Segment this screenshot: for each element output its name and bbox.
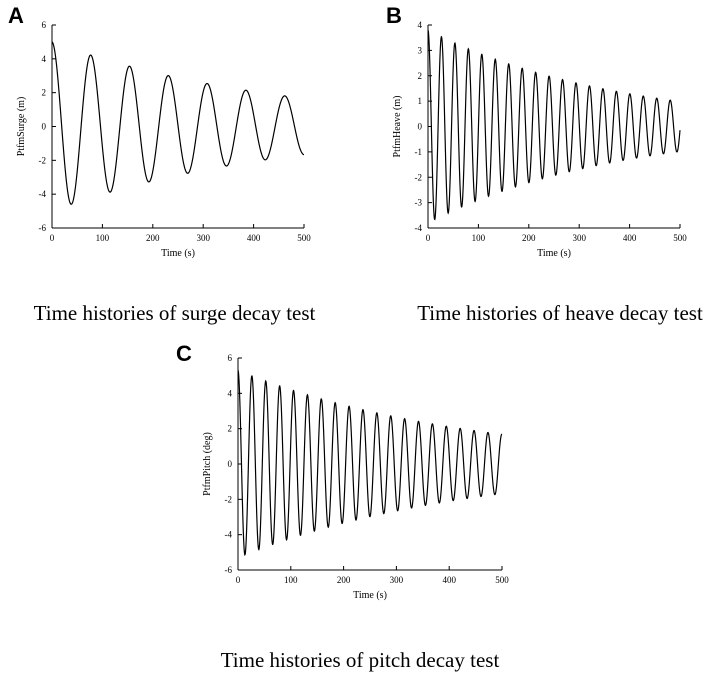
y-tick-label: 2 <box>228 424 233 434</box>
x-tick-label: 200 <box>522 233 536 243</box>
x-axis-label: Time (s) <box>353 590 387 601</box>
panel-b: B -4 -3 -2 -1 0 1 2 3 4 0 100 200 300 400 500 Time (s) P… <box>368 0 713 330</box>
x-tick-label: 400 <box>247 233 261 243</box>
y-tick-label: 0 <box>418 122 423 132</box>
panel-c: C -6 -4 -2 0 2 4 6 0 100 200 300 400 500 Time (s) Ptfm… <box>170 338 550 673</box>
x-tick-label: 500 <box>673 233 687 243</box>
x-tick-label: 0 <box>50 233 55 243</box>
y-axis-label: PtfmHeave (m) <box>392 96 403 158</box>
y-tick-label: -2 <box>415 172 423 182</box>
panel-letter-a: A <box>8 3 24 28</box>
y-tick-label: -4 <box>415 223 423 233</box>
y-tick-label: -4 <box>225 530 233 540</box>
y-axis-label: PtfmSurge (m) <box>16 97 27 157</box>
y-tick-label: 4 <box>228 388 233 398</box>
x-tick-label: 100 <box>96 233 110 243</box>
x-tick-label: 100 <box>472 233 486 243</box>
surge-chart: -6 -4 -2 0 2 4 6 0 100 200 300 400 500 Time (s) PtfmSu… <box>16 20 311 259</box>
x-tick-label: 0 <box>426 233 431 243</box>
x-tick-label: 400 <box>623 233 637 243</box>
panel-a: A -6 -4 -2 0 2 4 6 0 100 200 300 400 500 Time (s) Ptfm… <box>0 0 345 330</box>
y-tick-label: 1 <box>418 96 423 106</box>
x-tick-label: 500 <box>495 575 509 585</box>
y-tick-label: 3 <box>418 45 423 55</box>
x-tick-label: 500 <box>297 233 311 243</box>
heave-chart: -4 -3 -2 -1 0 1 2 3 4 0 100 200 300 400 500 Time (s) Ptf… <box>392 20 687 259</box>
series-line-ptfmpitch <box>237 370 503 557</box>
y-tick-label: 2 <box>418 71 423 81</box>
x-tick-label: 400 <box>442 575 456 585</box>
caption-a: Time histories of surge decay test <box>33 301 316 325</box>
y-tick-label: 0 <box>228 459 233 469</box>
y-tick-label: 4 <box>418 20 423 30</box>
panel-letter-c: C <box>176 341 192 366</box>
panel-letter-b: B <box>386 3 402 28</box>
y-tick-label: -2 <box>39 155 47 165</box>
x-tick-label: 200 <box>337 575 351 585</box>
y-tick-label: -4 <box>39 189 47 199</box>
x-tick-label: 100 <box>284 575 298 585</box>
pitch-chart: -6 -4 -2 0 2 4 6 0 100 200 300 400 500 Time (s) PtfmPi… <box>202 353 509 601</box>
y-tick-label: -2 <box>225 494 233 504</box>
x-tick-label: 200 <box>146 233 160 243</box>
x-tick-label: 0 <box>236 575 241 585</box>
y-tick-label: 4 <box>42 54 47 64</box>
y-tick-label: -1 <box>415 147 423 157</box>
series-line-ptfmheave <box>427 29 681 221</box>
y-tick-label: 2 <box>42 88 47 98</box>
caption-c: Time histories of pitch decay test <box>220 648 500 672</box>
y-tick-label: 0 <box>42 122 47 132</box>
y-tick-label: 6 <box>228 353 233 363</box>
y-tick-label: -3 <box>415 198 423 208</box>
caption-b: Time histories of heave decay test <box>417 301 703 325</box>
x-axis-label: Time (s) <box>537 248 571 259</box>
x-tick-label: 300 <box>390 575 404 585</box>
x-tick-label: 300 <box>572 233 586 243</box>
series-line-ptfmsurge <box>51 41 305 205</box>
y-tick-label: 6 <box>42 20 47 30</box>
x-tick-label: 300 <box>196 233 210 243</box>
y-axis-label: PtfmPitch (deg) <box>202 432 213 496</box>
x-axis-label: Time (s) <box>161 248 195 259</box>
y-tick-label: -6 <box>225 565 233 575</box>
y-tick-label: -6 <box>39 223 47 233</box>
